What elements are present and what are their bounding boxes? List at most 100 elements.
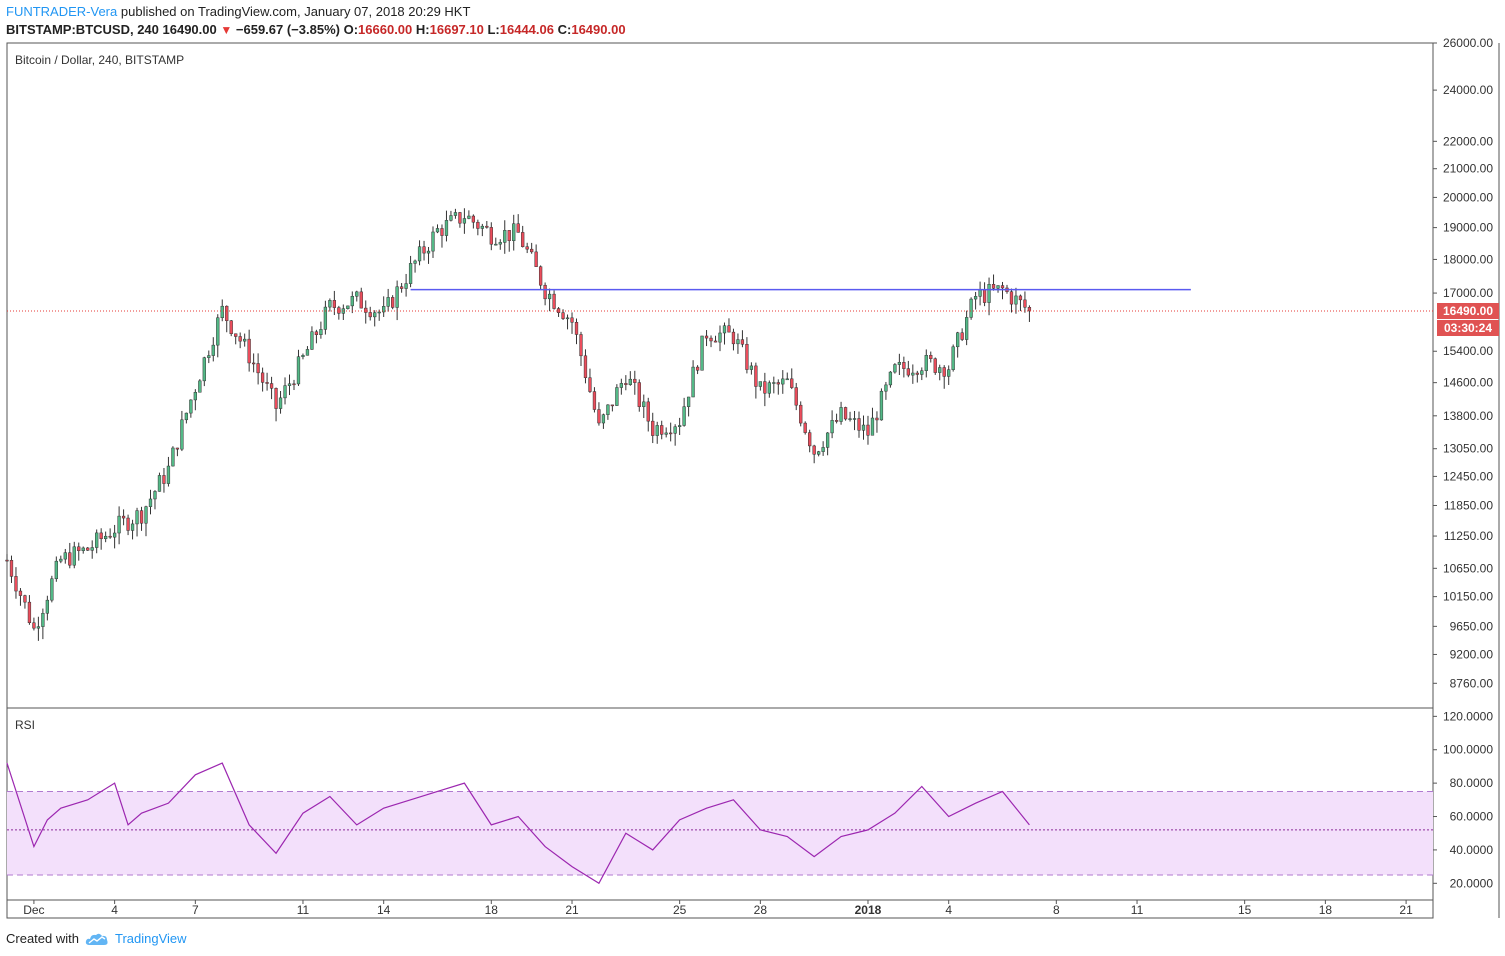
candle-body: [749, 365, 754, 370]
candle-body: [431, 231, 435, 252]
candle-body: [651, 420, 655, 436]
price-tick-label: 22000.00: [1443, 134, 1493, 148]
candle-body: [808, 432, 812, 447]
candle-body: [36, 626, 41, 629]
candle-body: [462, 218, 467, 224]
candle-body: [391, 297, 395, 308]
author-link[interactable]: FUNTRADER-Vera: [6, 4, 118, 19]
candle-body: [274, 388, 278, 409]
candle-body: [830, 420, 834, 434]
candle-body: [839, 407, 843, 422]
candle-body: [126, 517, 130, 531]
candle-body: [503, 230, 507, 243]
close-value: 16490.00: [571, 22, 626, 37]
time-tick-label: 21: [565, 903, 579, 917]
candle-body: [175, 447, 180, 450]
candle-body: [350, 296, 354, 307]
candle-body: [225, 305, 229, 321]
candle-body: [996, 285, 1000, 289]
candle-body: [494, 243, 498, 246]
candle-body: [987, 284, 991, 303]
candle-body: [902, 362, 906, 369]
countdown-tag: [1437, 319, 1499, 336]
footer: Created with TradingView: [6, 930, 187, 947]
candle-body: [521, 232, 525, 247]
candle-body: [498, 242, 502, 245]
candle-body: [1009, 291, 1014, 305]
close-label: C:: [557, 22, 572, 37]
price-tick-label: 8760.00: [1450, 676, 1494, 690]
candle-body: [691, 366, 695, 398]
last-price: 16490.00: [162, 22, 217, 37]
candle-body: [184, 412, 189, 421]
candle-body: [642, 401, 646, 407]
time-tick-label: 25: [673, 903, 687, 917]
symbol-label[interactable]: BITSTAMP:BTCUSD, 240: [6, 22, 159, 37]
candle-body: [530, 248, 534, 253]
candle-body: [135, 510, 139, 525]
price-tick-label: 17000.00: [1443, 286, 1493, 300]
candle-body: [323, 306, 328, 330]
candle-body: [5, 559, 9, 562]
candle-body: [328, 300, 332, 308]
candle-body: [359, 291, 363, 309]
candle-body: [453, 212, 458, 216]
time-tick-label: 4: [945, 903, 952, 917]
candle-body: [570, 317, 574, 323]
candle-body: [704, 335, 709, 339]
candle-body: [243, 338, 247, 342]
candle-body: [879, 390, 884, 421]
candle-body: [157, 475, 162, 492]
candle-body: [471, 215, 476, 223]
candle-body: [547, 293, 552, 300]
candle-body: [81, 547, 85, 551]
candle-body: [772, 382, 776, 384]
candle-body: [790, 378, 794, 388]
candle-body: [95, 532, 99, 548]
candle-body: [413, 260, 417, 264]
chart-header: FUNTRADER-Vera published on TradingView.…: [6, 3, 626, 39]
candle-body: [875, 417, 879, 421]
candle-body: [583, 355, 588, 378]
candle-body: [740, 339, 745, 345]
candle-body: [117, 515, 121, 534]
candle-body: [112, 532, 117, 538]
candle-body: [942, 367, 946, 377]
candle-body: [799, 404, 803, 424]
price-tick-label: 18000.00: [1443, 252, 1493, 266]
candle-body: [337, 307, 341, 314]
candle-body: [305, 349, 310, 356]
candle-body: [301, 355, 305, 357]
time-tick-label: 15: [1238, 903, 1252, 917]
last-price-tag-label: 16490.00: [1443, 304, 1493, 318]
candle-body: [269, 383, 274, 389]
tradingview-brand-link[interactable]: TradingView: [114, 931, 187, 946]
candle-body: [538, 266, 543, 286]
time-tick-label: 18: [485, 903, 499, 917]
high-label: H:: [415, 22, 430, 37]
rsi-series-line: [6, 762, 1030, 885]
price-tick-label: 20000.00: [1443, 190, 1493, 204]
candle-body: [476, 221, 480, 229]
tradingview-cloud-icon: [85, 933, 108, 945]
rsi-tick-label: 20.0000: [1450, 876, 1494, 890]
candle-body: [332, 300, 336, 308]
candle-body: [193, 392, 197, 401]
candle-body: [610, 404, 615, 407]
time-tick-label: 8: [1053, 903, 1060, 917]
candle-body: [978, 289, 982, 297]
time-tick-label: 11: [1131, 903, 1144, 917]
candle-body: [624, 383, 628, 385]
candle-body: [633, 378, 637, 383]
candle-body: [718, 332, 722, 343]
candle-body: [821, 447, 825, 452]
candle-body: [395, 286, 399, 308]
candle-body: [32, 622, 36, 629]
candle-body: [485, 225, 489, 228]
candle-body: [346, 305, 350, 309]
candle-body: [619, 383, 623, 388]
candle-body: [444, 220, 449, 236]
time-tick-label: Dec: [23, 903, 44, 917]
candle-body: [220, 305, 224, 319]
